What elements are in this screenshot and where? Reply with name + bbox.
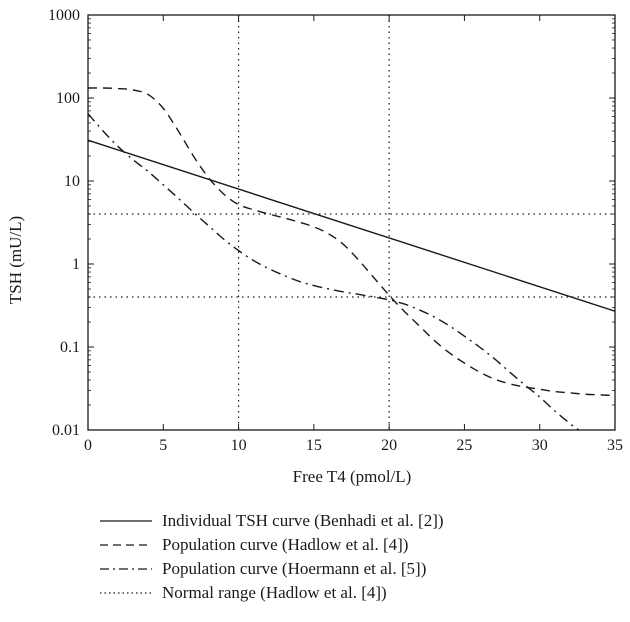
y-axis: 0.01 0.1 1 10 100 1000 xyxy=(48,7,615,439)
y-tick-label: 0.1 xyxy=(60,339,80,356)
series-line-1 xyxy=(88,139,615,312)
x-tick-label: 35 xyxy=(607,437,623,454)
x-axis: 0 5 10 15 20 25 30 35 xyxy=(84,15,623,454)
plot-frame xyxy=(87,14,616,431)
x-tick-label: 0 xyxy=(84,437,92,454)
plot-area xyxy=(87,14,616,431)
x-tick-label: 20 xyxy=(381,437,397,454)
x-tick-label: 15 xyxy=(306,437,322,454)
legend: Individual TSH curve (Benhadi et al. [2]… xyxy=(100,511,444,602)
x-tick-label: 30 xyxy=(532,437,548,454)
series-line-3 xyxy=(88,113,580,430)
y-tick-label: 100 xyxy=(56,90,80,107)
legend-label: Population curve (Hoermann et al. [5]) xyxy=(162,559,426,578)
legend-label: Normal range (Hadlow et al. [4]) xyxy=(162,583,387,602)
series-group xyxy=(88,87,615,430)
y-tick-label: 1000 xyxy=(48,7,80,24)
x-tick-label: 5 xyxy=(159,437,167,454)
y-axis-label: TSH (mU/L) xyxy=(6,216,25,304)
x-axis-label: Free T4 (pmol/L) xyxy=(293,467,412,486)
series-line-2 xyxy=(88,87,615,397)
y-tick-label: 0.01 xyxy=(52,422,80,439)
y-tick-label: 10 xyxy=(64,173,80,190)
x-tick-label: 25 xyxy=(456,437,472,454)
legend-label: Population curve (Hadlow et al. [4]) xyxy=(162,535,408,554)
x-tick-label: 10 xyxy=(231,437,247,454)
legend-label: Individual TSH curve (Benhadi et al. [2]… xyxy=(162,511,444,530)
y-tick-label: 1 xyxy=(72,256,80,273)
